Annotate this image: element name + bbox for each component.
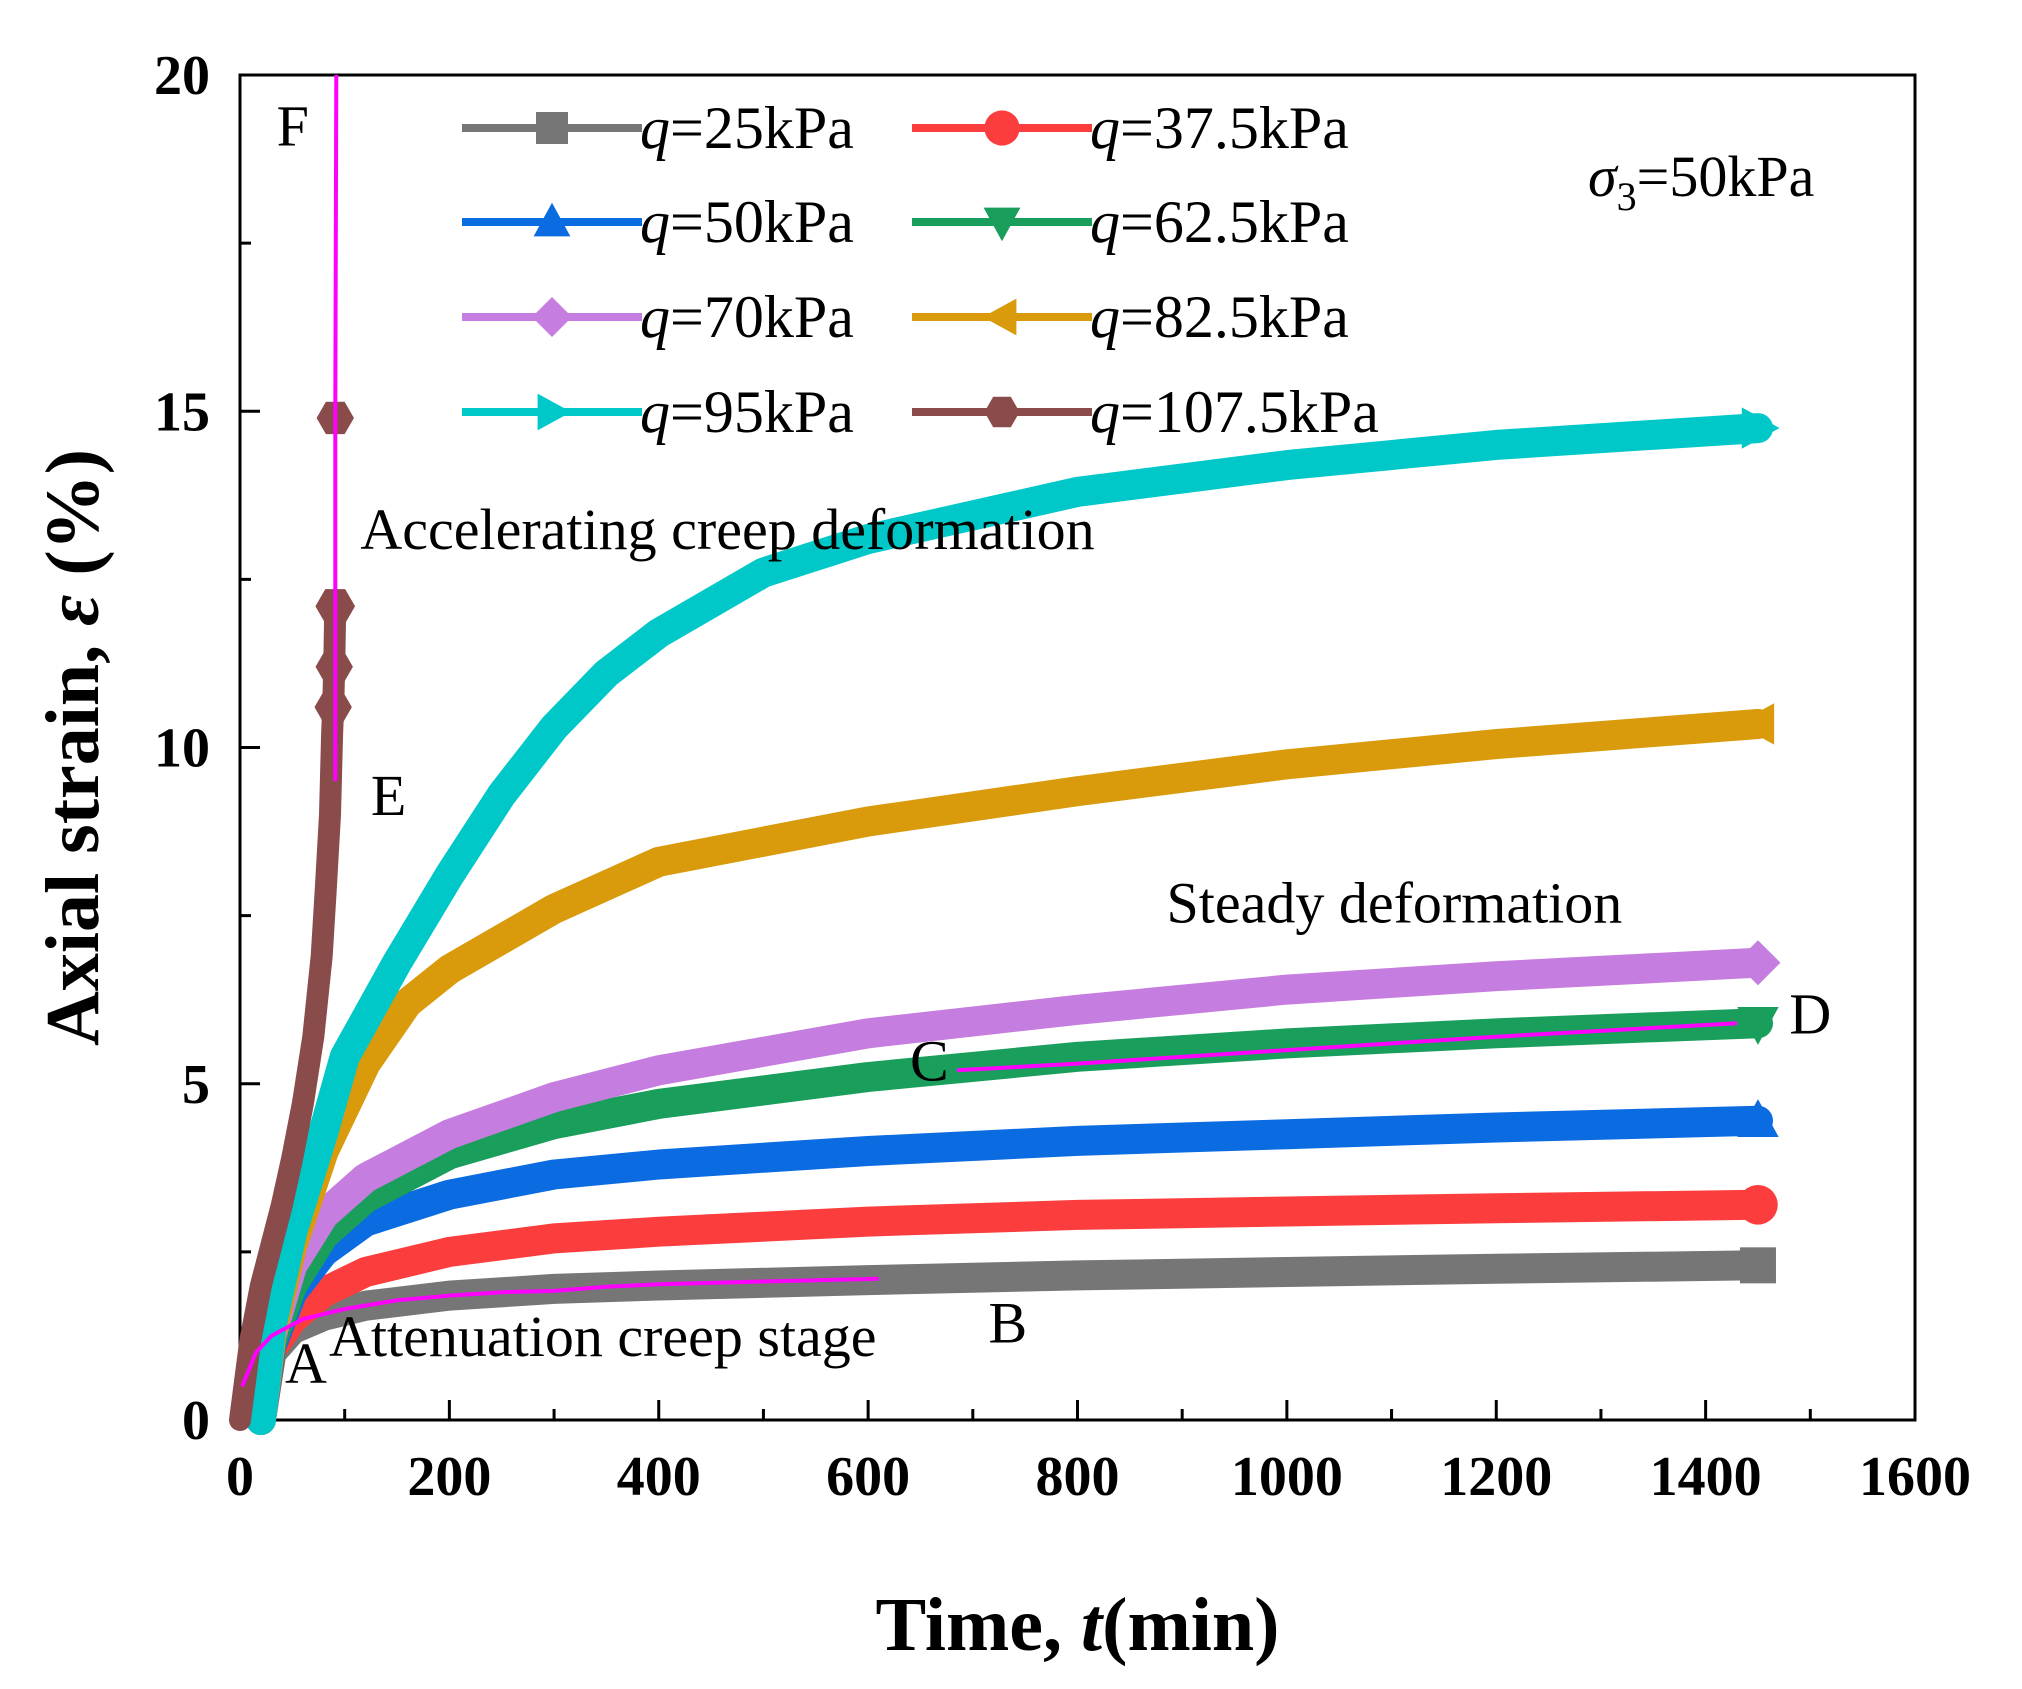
legend-value: =82.5kPa	[1120, 284, 1349, 350]
legend-value: =37.5kPa	[1120, 95, 1349, 161]
annotation-layer: A B C D E F Attenuation creep stage Steady defo…	[277, 94, 1832, 1396]
y-axis-title-main: Axial strain,	[31, 626, 115, 1046]
x-tick-label: 1400	[1650, 1446, 1762, 1508]
sigma-value: =50kPa	[1637, 144, 1815, 209]
x-tick-label: 800	[1036, 1446, 1120, 1508]
legend-label: q=107.5kPa	[1090, 379, 1379, 445]
legend-item: q=70kPa	[462, 284, 854, 350]
label-steady: Steady deformation	[1166, 870, 1622, 935]
legend-item: q=82.5kPa	[912, 284, 1349, 350]
accelerating-guide	[333, 74, 339, 782]
legend-q-symbol: q	[1090, 189, 1120, 255]
series-q-95kPa	[245, 407, 1780, 1435]
legend-item: q=25kPa	[462, 95, 854, 161]
legend-swatch-marker	[536, 112, 568, 144]
legend-swatch-marker	[532, 297, 572, 337]
x-tick-label: 1600	[1859, 1446, 1971, 1508]
x-tick-label: 400	[617, 1446, 701, 1508]
legend-swatch-marker	[982, 298, 1017, 336]
steady-guide	[956, 1021, 1738, 1073]
label-B: B	[989, 1291, 1028, 1356]
x-axis-title-main: Time,	[876, 1583, 1081, 1667]
legend-q-symbol: q	[640, 189, 670, 255]
label-E: E	[371, 763, 406, 828]
legend-value: =95kPa	[670, 379, 854, 445]
legend-item: q=107.5kPa	[912, 379, 1379, 445]
legend-q-symbol: q	[1090, 95, 1120, 161]
x-axis-title-unit: (min)	[1102, 1583, 1279, 1667]
series-end-marker	[1739, 1247, 1776, 1284]
label-A: A	[285, 1331, 327, 1396]
y-tick-label: 10	[154, 718, 210, 780]
legend-value: =107.5kPa	[1120, 379, 1379, 445]
legend-label: q=62.5kPa	[1090, 189, 1349, 255]
legend-value: =50kPa	[670, 189, 854, 255]
series-end-marker	[1738, 1185, 1778, 1225]
x-axis-title-var: t	[1081, 1583, 1105, 1667]
x-tick-label: 600	[826, 1446, 910, 1508]
guide-layer	[240, 74, 1738, 1388]
legend-item: q=37.5kPa	[912, 95, 1349, 161]
series-layer	[229, 401, 1781, 1435]
legend-value: =62.5kPa	[1120, 189, 1349, 255]
legend-swatch-marker	[533, 202, 571, 237]
label-attenuation: Attenuation creep stage	[329, 1304, 877, 1369]
series-end-marker	[1737, 1007, 1779, 1045]
label-accelerating: Accelerating creep deformation	[360, 497, 1094, 562]
sigma3-condition: σ3=50kPa	[1588, 144, 1814, 219]
y-tick-label: 20	[154, 45, 210, 107]
legend-item: q=95kPa	[462, 379, 854, 445]
legend-value: =70kPa	[670, 284, 854, 350]
x-tick-label: 1000	[1231, 1446, 1343, 1508]
legend-swatch-marker	[983, 207, 1021, 242]
legend-label: q=95kPa	[640, 379, 854, 445]
axis-ticks: 0 200 400 600 800 1000 1200 1400 1600 0 5 10 15 20	[154, 45, 1971, 1508]
y-tick-label: 15	[154, 381, 210, 443]
y-tick-label: 5	[182, 1054, 210, 1116]
legend-item: q=50kPa	[462, 189, 854, 255]
legend-q-symbol: q	[1090, 284, 1120, 350]
label-C: C	[910, 1028, 949, 1093]
x-tick-label: 1200	[1440, 1446, 1552, 1508]
x-tick-label: 200	[407, 1446, 491, 1508]
y-axis-title-var: ε	[31, 595, 115, 626]
y-axis-title: Axial strain, ε (%)	[31, 449, 115, 1046]
series-end-marker	[1735, 940, 1781, 986]
attenuation-guide	[240, 1276, 879, 1388]
data-point	[314, 690, 352, 724]
legend-swatch-marker	[984, 396, 1020, 428]
x-tick-label: 0	[226, 1446, 254, 1508]
legend-q-symbol: q	[1090, 379, 1120, 445]
x-axis-title: Time, t(min)	[876, 1583, 1280, 1667]
y-axis-title-unit: (%)	[31, 449, 115, 595]
sigma-symbol: σ	[1588, 144, 1619, 209]
axis-titles: Time, t(min) Axial strain, ε (%)	[31, 449, 1279, 1667]
legend-label: q=70kPa	[640, 284, 854, 350]
series-end-marker	[1741, 407, 1780, 449]
legend-item: q=62.5kPa	[912, 189, 1349, 255]
legend-swatch-marker	[984, 110, 1020, 146]
legend-label: q=82.5kPa	[1090, 284, 1349, 350]
legend-q-symbol: q	[640, 284, 670, 350]
sigma-subscript: 3	[1617, 174, 1637, 219]
series-line	[245, 413, 1773, 1435]
legend-q-symbol: q	[640, 95, 670, 161]
legend-label: q=25kPa	[640, 95, 854, 161]
label-F: F	[277, 94, 309, 159]
label-D: D	[1789, 981, 1831, 1046]
legend-q-symbol: q	[640, 379, 670, 445]
series-end-marker	[1736, 703, 1775, 745]
series-end-marker	[1737, 1099, 1779, 1137]
y-tick-label: 0	[182, 1390, 210, 1452]
legend-label: q=37.5kPa	[1090, 95, 1349, 161]
legend-value: =25kPa	[670, 95, 854, 161]
legend-swatch-marker	[537, 393, 572, 431]
legend-label: q=50kPa	[640, 189, 854, 255]
